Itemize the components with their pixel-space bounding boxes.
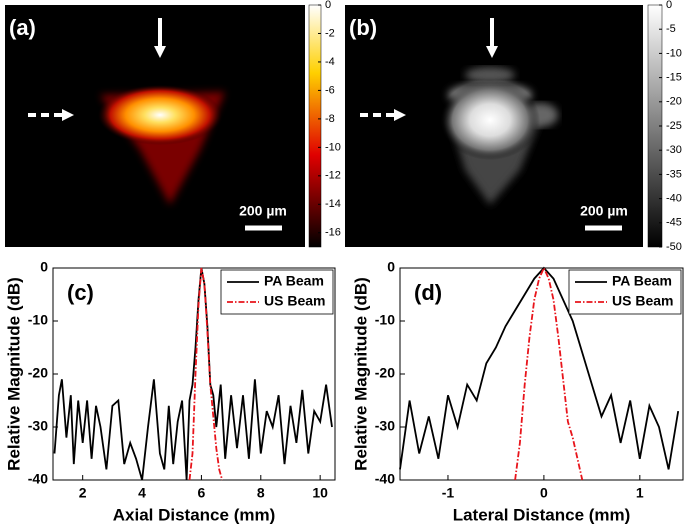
colorbar-tick-label: -45 [666, 217, 682, 229]
y-tick-label: -20 [28, 365, 48, 381]
colorbar-tick-label: -12 [325, 170, 341, 182]
y-tick-label: -40 [375, 471, 395, 487]
colorbar-tick-label: -8 [325, 113, 335, 125]
colorbar-tick-label: -10 [325, 141, 341, 153]
y-tick-label: -40 [28, 471, 48, 487]
panel-label: (b) [349, 15, 377, 40]
colorbar-tick-label: -30 [666, 144, 682, 156]
x-tick-label: 1 [636, 485, 644, 501]
colorbar-tick-label: -14 [325, 198, 341, 210]
y-tick-label: -10 [375, 312, 395, 328]
data-line [188, 267, 224, 481]
x-tick-label: -1 [442, 485, 455, 501]
panel-label: (d) [414, 280, 442, 305]
x-tick-label: 4 [138, 485, 146, 501]
colorbar-tick-label: -10 [666, 47, 682, 59]
colorbar-tick-label: -2 [325, 27, 335, 39]
x-axis-label: Lateral Distance (mm) [453, 505, 631, 524]
legend-label: US Beam [612, 293, 673, 309]
y-axis-label: Relative Magnitude (dB) [4, 277, 23, 471]
legend-label: US Beam [264, 293, 325, 309]
legend-box [568, 269, 682, 315]
y-axis-label: Relative Magnitude (dB) [351, 277, 370, 471]
x-tick-label: 2 [79, 485, 87, 501]
x-tick-label: 0 [540, 485, 548, 501]
colorbar-tick-label: -25 [666, 120, 682, 132]
colorbar-tick-label: -5 [666, 23, 676, 35]
legend-label: PA Beam [264, 273, 324, 289]
colorbar-tick-label: -15 [666, 72, 682, 84]
data-line [399, 266, 680, 470]
x-tick-label: 8 [257, 485, 265, 501]
colorbar-tick-label: -4 [325, 56, 335, 68]
y-tick-label: 0 [40, 259, 48, 275]
colorbar [308, 4, 322, 248]
colorbar-tick-label: -35 [666, 168, 682, 180]
scale-bar-label: 200 µm [580, 203, 628, 219]
scale-bar-label: 200 µm [239, 203, 287, 219]
y-tick-label: -30 [375, 418, 395, 434]
panel-label: (c) [67, 280, 94, 305]
colorbar-tick-label: -20 [666, 96, 682, 108]
colorbar-tick-label: -16 [325, 227, 341, 239]
data-line [53, 267, 333, 481]
y-tick-label: -20 [375, 365, 395, 381]
x-tick-label: 10 [312, 485, 328, 501]
colorbar-tick-label: 0 [666, 0, 672, 11]
legend-box [220, 269, 334, 315]
legend-label: PA Beam [612, 273, 672, 289]
colorbar-tick-label: 0 [325, 0, 331, 11]
colorbar-tick-label: -6 [325, 84, 335, 96]
x-tick-label: 6 [198, 485, 206, 501]
colorbar-tick-label: -50 [666, 241, 682, 253]
x-axis-label: Axial Distance (mm) [113, 505, 276, 524]
data-line [514, 265, 584, 481]
y-tick-label: -30 [28, 418, 48, 434]
y-tick-label: -10 [28, 312, 48, 328]
y-tick-label: 0 [387, 259, 395, 275]
panel-label: (a) [9, 15, 36, 40]
image-decor [5, 5, 643, 247]
colorbar-tick-label: -40 [666, 193, 682, 205]
